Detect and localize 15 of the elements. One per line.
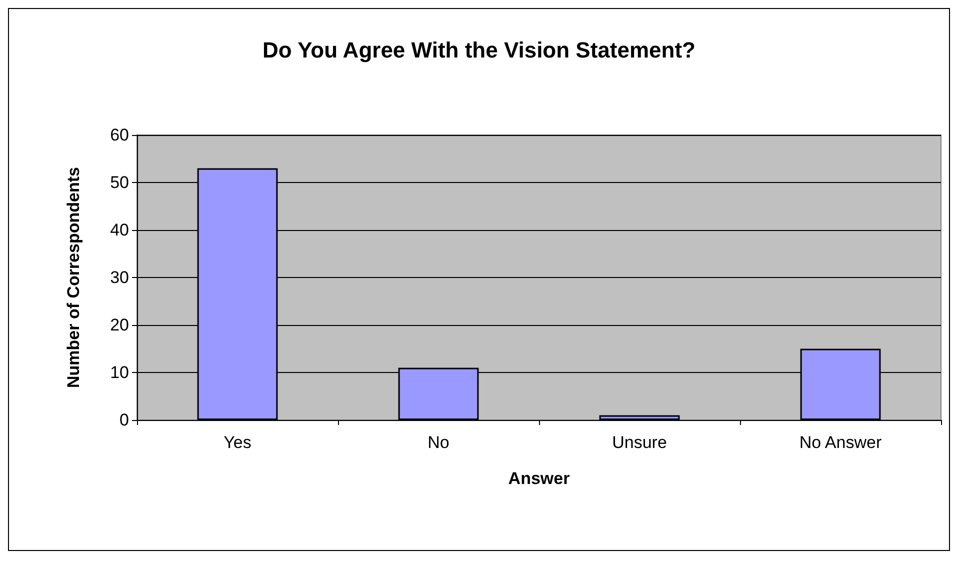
y-tick-label: 50 xyxy=(110,173,129,192)
x-tick-label: No xyxy=(428,433,450,452)
chart-title: Do You Agree With the Vision Statement? xyxy=(262,38,696,62)
y-tick-label: 10 xyxy=(110,363,129,382)
y-tick-label: 20 xyxy=(110,316,129,334)
x-tick-label: No Answer xyxy=(799,433,882,452)
y-tick-label: 40 xyxy=(110,220,129,240)
y-axis-title: Number of Correspondents xyxy=(64,166,83,388)
x-tick-label: Unsure xyxy=(612,433,667,452)
y-tick-label: 0 xyxy=(120,410,129,430)
y-tick-label: 60 xyxy=(110,126,129,144)
bar xyxy=(599,415,680,420)
x-axis-title: Answer xyxy=(508,469,570,488)
x-tick-label: Yes xyxy=(224,433,252,452)
y-tick-label: 30 xyxy=(110,268,129,287)
